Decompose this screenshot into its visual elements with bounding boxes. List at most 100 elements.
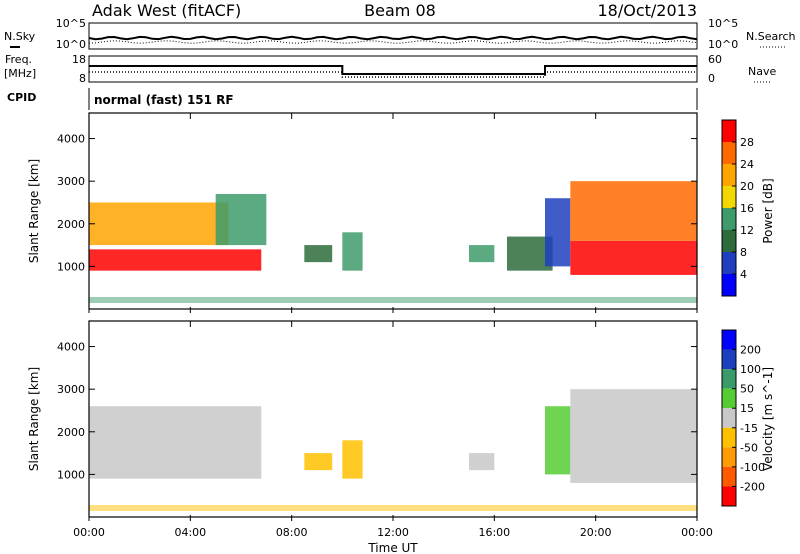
velocity-y-label: Slant Range [km] [27,367,41,471]
colorbar-segment [722,447,736,467]
y-tick-label: 2000 [57,426,85,439]
colorbar-tick-label: 20 [740,180,754,193]
colorbar-tick-label: 4 [740,268,747,281]
velocity-heatmap [89,389,697,511]
colorbar-segment [722,230,736,252]
y-tick-label: 3000 [57,175,85,188]
colorbar-segment [722,164,736,186]
velocity-y-axis: 1000 2000 3000 4000 [57,341,697,481]
velocity-colorbar-label: Velocity [m s^-1] [761,367,775,471]
colorbar-tick-label: -50 [740,441,758,454]
sky-noise-label: N.Sky [4,30,36,43]
echo-region [545,406,571,475]
colorbar-tick-label: 28 [740,136,754,149]
echo-region [469,245,495,263]
colorbar-segment [722,486,736,506]
y-tick-label: 2000 [57,218,85,231]
freq-left-tick-top: 18 [72,53,86,66]
noise-right-tick-top: 10^5 [708,17,738,30]
colorbar-segment [722,120,736,142]
noise-left-tick-top: 10^5 [56,17,86,30]
freq-panel-frame [88,55,698,83]
power-colorbar-label: Power [dB] [761,178,775,243]
colorbar-tick-label: -100 [740,461,765,474]
colorbar-segment [722,142,736,164]
colorbar-segment [722,274,736,296]
echo-region [570,181,697,241]
colorbar-segment [722,388,736,409]
nave-label: Nave [748,65,776,78]
colorbar-tick-label: 50 [740,383,754,396]
noise-left-tick-bottom: 10^0 [56,38,86,51]
near-range-band [89,297,697,303]
colorbar-tick-label: 100 [740,363,761,376]
echo-region [570,240,697,275]
noise-panel [88,35,698,44]
colorbar-tick-label: 16 [740,202,754,215]
colorbar-segment [722,330,736,350]
echo-region [89,406,262,479]
echo-region [570,389,697,483]
power-y-label: Slant Range [km] [27,159,41,263]
x-tick-label: 08:00 [276,526,308,539]
power-colorbar: 28 24 20 16 12 8 4 [721,119,754,297]
colorbar-segment [722,408,736,428]
cpid-label: CPID [7,91,36,104]
power-y-axis: 1000 2000 3000 4000 [57,133,697,273]
colorbar-tick-label: 8 [740,246,747,259]
echo-region [469,453,495,471]
search-noise-line [88,40,698,44]
y-tick-label: 3000 [57,383,85,396]
y-tick-label: 4000 [57,341,85,354]
noise-panel-frame [88,22,698,50]
freq-right-tick-top: 60 [708,53,722,66]
colorbar-tick-label: -200 [740,480,765,493]
y-tick-label: 4000 [57,133,85,146]
near-range-band [89,505,697,511]
colorbar-tick-label: -15 [740,422,758,435]
freq-label-2: [MHz] [4,67,36,80]
echo-region [215,193,267,246]
echo-region [304,245,333,263]
cpid-text: normal (fast) 151 RF [94,93,234,107]
freq-label-1: Freq. [5,53,32,66]
time-x-axis: 00:00 04:00 08:00 12:00 16:00 20:00 00:00 [73,113,713,539]
x-tick-label: 00:00 [681,526,713,539]
freq-right-tick-bottom: 0 [708,72,715,85]
x-tick-label: 16:00 [478,526,510,539]
x-tick-label: 20:00 [580,526,612,539]
echo-region [342,232,363,271]
colorbar-tick-label: 200 [740,344,761,357]
echo-region [89,249,262,271]
x-tick-label: 04:00 [174,526,206,539]
echo-region [342,440,363,479]
x-axis-label: Time UT [367,541,418,554]
colorbar-segment [722,349,736,370]
colorbar-tick-label: 12 [740,224,754,237]
x-tick-label: 00:00 [73,526,105,539]
echo-region [545,198,571,267]
colorbar-tick-label: 15 [740,402,754,415]
noise-right-tick-bottom: 10^0 [708,38,738,51]
colorbar-segment [722,252,736,274]
y-tick-label: 1000 [57,468,85,481]
velocity-colorbar: 200 100 50 15 -15 -50 -100 -200 [721,329,765,507]
beam-title: Beam 08 [364,1,436,20]
sky-noise-line [88,35,698,41]
y-tick-label: 1000 [57,260,85,273]
freq-left-tick-bottom: 8 [79,72,86,85]
colorbar-tick-label: 24 [740,158,754,171]
search-noise-label: N.Search [746,30,796,43]
colorbar-frame [721,329,737,507]
power-heatmap [89,181,697,303]
radar-title: Adak West (fitACF) [92,1,241,20]
colorbar-segment [722,186,736,208]
colorbar-segment [722,466,736,487]
colorbar-segment [722,208,736,230]
colorbar-segment [722,369,736,389]
date-title: 18/Oct/2013 [597,1,697,20]
echo-region [304,453,333,471]
x-tick-label: 12:00 [377,526,409,539]
frequency-line [89,65,697,75]
